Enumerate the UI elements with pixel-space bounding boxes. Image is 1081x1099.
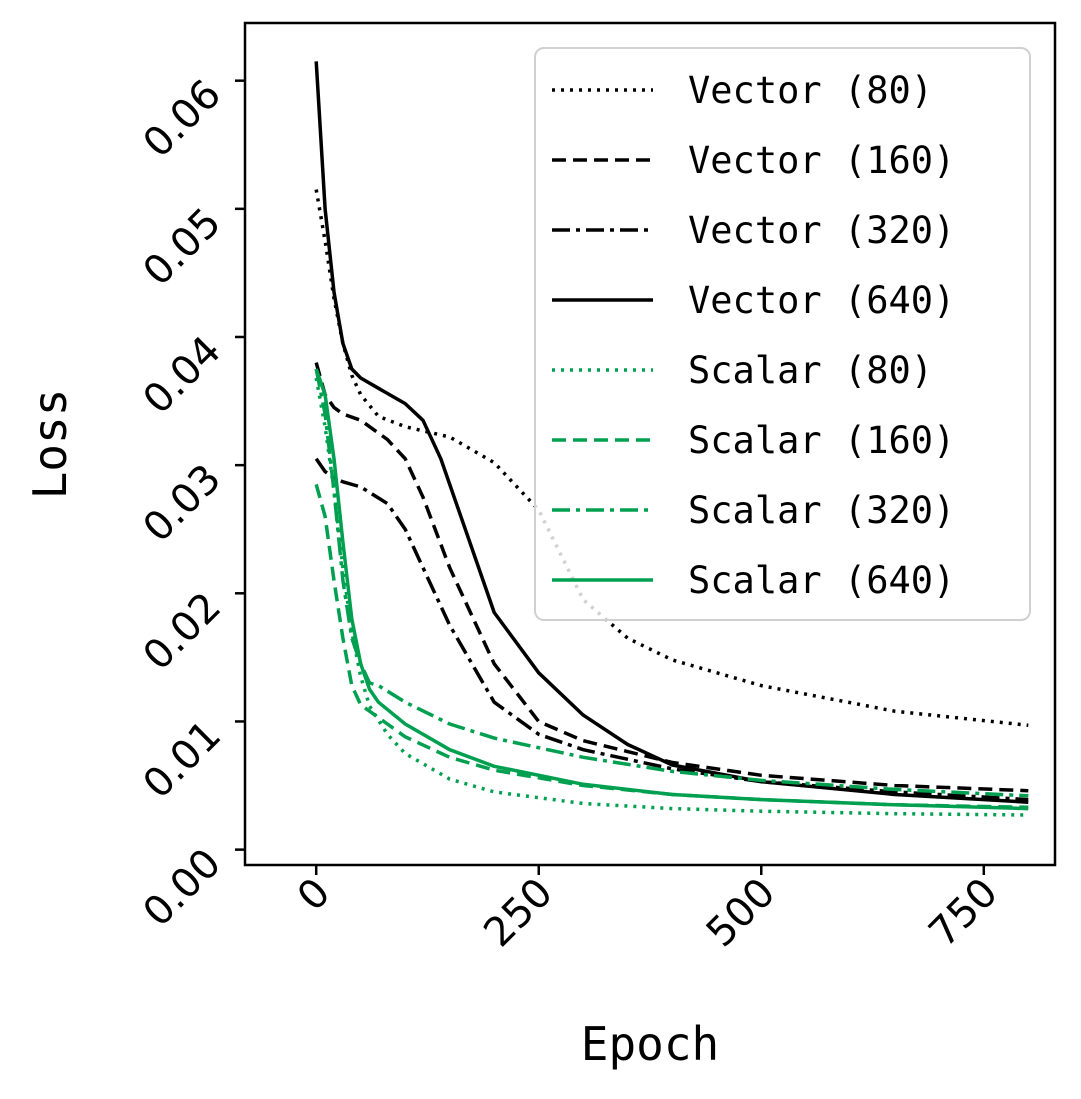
series-line-3: [314, 61, 1029, 804]
legend-label-7: Scalar (640): [688, 559, 955, 602]
series-line-4: [314, 377, 1029, 817]
y-tick-label: 0.01: [135, 712, 231, 808]
y-tick-label: 0.05: [135, 199, 231, 295]
plot-lines: [314, 61, 1029, 817]
y-axis-ticks: 0.00 0.01 0.02 0.03 0.04 0.05 0.06: [135, 71, 245, 936]
legend-label-5: Scalar (160): [688, 419, 955, 462]
y-tick-label: 0.02: [135, 584, 231, 680]
series-line-1: [314, 362, 1029, 793]
x-axis-ticks: 0 250 500 750: [289, 865, 1007, 956]
legend: Vector (80) Vector (160) Vector (320) Vecto…: [534, 47, 1031, 621]
legend-label-4: Scalar (80): [688, 349, 933, 392]
y-tick-label: 0.03: [135, 456, 231, 552]
series-line-6: [314, 368, 1029, 798]
legend-label-1: Vector (160): [688, 139, 955, 182]
legend-label-2: Vector (320): [688, 209, 955, 252]
y-tick-label: 0.04: [135, 328, 231, 424]
legend-label-3: Vector (640): [688, 279, 955, 322]
y-tick-label: 0.06: [135, 71, 231, 167]
y-axis-label: Loss: [23, 389, 77, 500]
x-tick-label: 500: [698, 870, 785, 957]
legend-box: [534, 47, 1031, 621]
legend-label-0: Vector (80): [688, 69, 933, 112]
x-tick-label: 750: [920, 870, 1007, 957]
x-tick-label: 0: [289, 870, 340, 921]
series-line-7: [314, 368, 1029, 811]
series-line-0: [314, 189, 1029, 728]
plot-frame: [243, 21, 1057, 867]
x-axis-label: Epoch: [581, 1017, 719, 1071]
legend-label-6: Scalar (320): [688, 489, 955, 532]
y-tick-label: 0.00: [135, 840, 231, 936]
x-tick-label: 250: [475, 870, 562, 957]
